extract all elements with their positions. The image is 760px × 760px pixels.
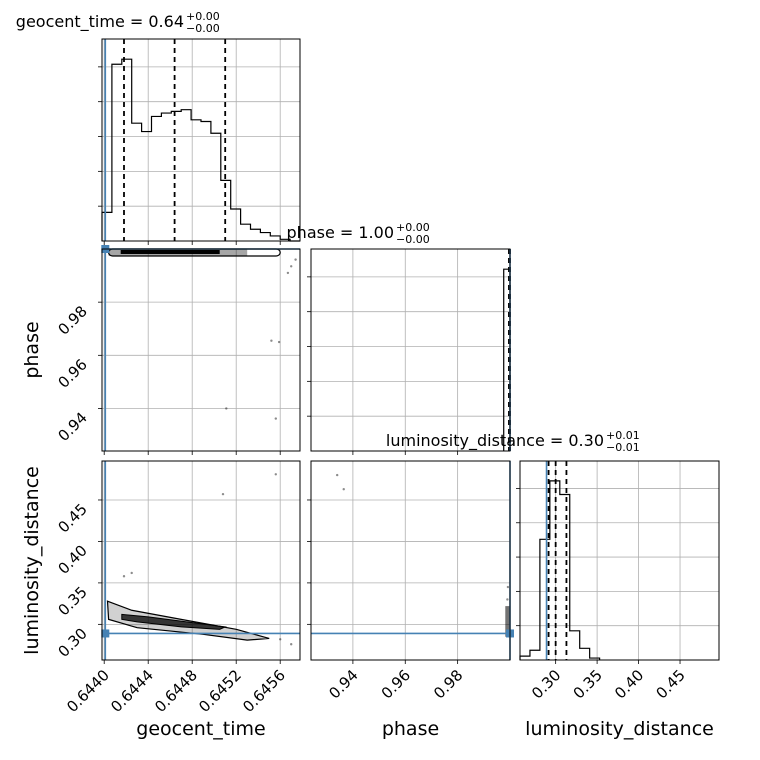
title-minus: −0.00	[186, 22, 220, 35]
x-tick-label: 0.6456	[239, 666, 289, 716]
title-plus: +0.01	[606, 429, 640, 442]
y-axis-label-phase: phase	[21, 321, 43, 378]
y-tick-label: 0.40	[54, 542, 90, 578]
histogram-geocent_time	[101, 58, 300, 242]
panel-frame	[310, 248, 511, 452]
title-minus: −0.01	[606, 441, 640, 454]
y-tick-label: 0.98	[54, 302, 90, 338]
title-main: luminosity_distance = 0.30	[386, 431, 604, 451]
title-main: geocent_time = 0.64	[16, 12, 184, 32]
marks-layer	[101, 39, 601, 660]
scatter-point	[274, 473, 277, 476]
x-tick-label: 0.6452	[195, 666, 245, 716]
density-layer	[106, 248, 510, 641]
x-tick-label: 0.30	[528, 666, 564, 702]
scatter-point	[286, 271, 290, 275]
title-plus: +0.00	[396, 221, 430, 234]
scatter-point	[274, 417, 277, 420]
scatter-point	[122, 575, 126, 578]
truth-marker	[101, 629, 110, 638]
y-tick-label: 0.30	[54, 624, 90, 660]
panel-frame	[519, 460, 720, 661]
x-tick-label: 0.6444	[107, 666, 157, 716]
grid-layer	[102, 39, 719, 660]
scatter-point	[270, 339, 273, 342]
y-tick-label: 0.35	[54, 583, 90, 619]
title-geocent_time: geocent_time = 0.64 +0.00−0.00	[16, 10, 220, 35]
panel-frame	[101, 460, 301, 661]
scatter-point	[290, 643, 293, 646]
density-phase-distance	[505, 606, 510, 637]
x-axis-label-phase: phase	[382, 718, 439, 740]
y-tick-label: 0.96	[54, 355, 90, 391]
x-tick-label: 0.45	[653, 666, 689, 702]
core-geocent-phase	[120, 250, 220, 254]
density-geocent-distance	[107, 601, 270, 641]
x-tick-label: 0.6448	[151, 666, 201, 716]
x-axis-label-luminosity_distance: luminosity_distance	[525, 718, 714, 740]
scatter-point	[279, 638, 282, 641]
scatter-point	[294, 258, 297, 261]
x-tick-label: 0.40	[611, 666, 647, 702]
scatter-point	[342, 487, 345, 491]
histogram-luminosity_distance	[519, 480, 601, 660]
panel-frame	[310, 460, 511, 661]
panel-frame	[101, 38, 301, 242]
frames-layer	[98, 38, 720, 664]
y-axis-label-luminosity_distance: luminosity_distance	[21, 466, 43, 655]
x-tick-label: 0.6440	[63, 666, 113, 716]
title-plus: +0.00	[186, 10, 220, 23]
scatter-point	[277, 340, 281, 344]
x-axis-label-geocent_time: geocent_time	[136, 718, 265, 740]
scatter-point	[506, 585, 510, 589]
scatter-point	[335, 473, 339, 477]
title-luminosity_distance: luminosity_distance = 0.30 +0.01−0.01	[386, 429, 640, 454]
x-tick-label: 0.98	[430, 666, 466, 702]
y-tick-label: 0.94	[54, 409, 90, 445]
panel-frame	[101, 248, 301, 452]
scatter-point	[506, 598, 509, 601]
y-tick-label: 0.45	[54, 500, 90, 536]
scatter-point	[130, 571, 133, 575]
contour-geocent-distance-inner	[121, 613, 228, 630]
title-minus: −0.00	[396, 233, 430, 246]
scatter-point	[221, 492, 225, 496]
scatter-point	[290, 265, 293, 268]
title-phase: phase = 1.00 +0.00−0.00	[287, 221, 430, 246]
scatter-point	[225, 407, 228, 410]
x-tick-label: 0.94	[325, 666, 361, 702]
x-tick-label: 0.35	[570, 666, 606, 702]
x-tick-label: 0.96	[378, 666, 414, 702]
title-main: phase = 1.00	[287, 223, 394, 242]
contour-geocent-distance-outer	[106, 600, 270, 641]
